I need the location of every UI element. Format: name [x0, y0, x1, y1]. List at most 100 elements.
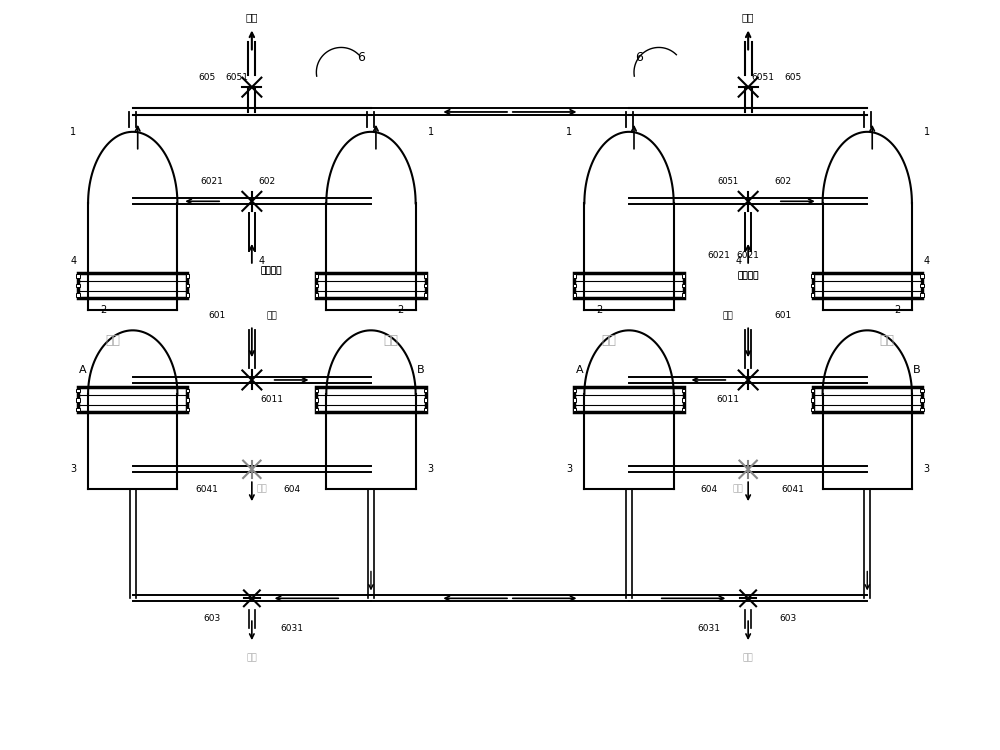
Text: 602: 602	[258, 177, 275, 186]
Bar	[315, 398, 318, 401]
Text: 4: 4	[924, 256, 930, 266]
Bar	[78, 388, 187, 412]
Text: 1: 1	[427, 127, 434, 136]
Bar	[316, 388, 426, 412]
Text: 3: 3	[566, 464, 573, 474]
Text: 4: 4	[735, 256, 741, 266]
Text: 602: 602	[774, 177, 791, 186]
Bar	[682, 284, 685, 287]
Bar	[76, 388, 80, 392]
Text: 604: 604	[283, 484, 300, 494]
Bar	[573, 407, 576, 411]
Bar	[186, 274, 189, 278]
Bar	[574, 273, 684, 298]
Text: 6031: 6031	[280, 623, 303, 632]
Text: 6051: 6051	[752, 73, 775, 82]
Text: 6051: 6051	[225, 73, 248, 82]
Text: 6021: 6021	[201, 177, 224, 186]
Bar	[682, 398, 685, 401]
Bar	[682, 293, 685, 297]
Bar	[315, 284, 318, 287]
Bar	[76, 274, 80, 278]
Bar	[813, 273, 922, 298]
Bar	[573, 398, 576, 401]
Text: 2: 2	[398, 305, 404, 316]
Bar	[682, 407, 685, 411]
Text: A: A	[576, 365, 583, 375]
Text: 产气: 产气	[733, 484, 744, 494]
Bar	[811, 274, 814, 278]
Bar	[682, 388, 685, 392]
Bar	[76, 293, 80, 297]
Text: 燃烧: 燃烧	[602, 334, 617, 346]
Bar	[682, 274, 685, 278]
Text: 烟气: 烟气	[742, 13, 754, 22]
Text: 6031: 6031	[697, 623, 720, 632]
Text: 601: 601	[208, 311, 226, 320]
Bar	[315, 274, 318, 278]
Text: 3: 3	[70, 464, 76, 474]
Text: 6051: 6051	[718, 177, 739, 186]
Bar	[186, 388, 189, 392]
Bar	[573, 274, 576, 278]
Bar	[315, 293, 318, 297]
Text: 605: 605	[784, 73, 801, 82]
Bar	[76, 398, 80, 401]
Bar	[920, 407, 924, 411]
Text: A: A	[79, 365, 87, 375]
Text: 3: 3	[924, 464, 930, 474]
Text: 1: 1	[70, 127, 76, 136]
Bar	[424, 293, 427, 297]
Text: 燃料: 燃料	[723, 311, 734, 320]
Text: 6041: 6041	[781, 484, 804, 494]
Text: 6021: 6021	[737, 251, 760, 260]
Bar	[811, 388, 814, 392]
Text: 6: 6	[635, 51, 643, 64]
Text: 4: 4	[70, 256, 76, 266]
Text: 603: 603	[204, 614, 221, 622]
Bar	[186, 398, 189, 401]
Text: 605: 605	[199, 73, 216, 82]
Text: 气化原料: 气化原料	[737, 272, 759, 280]
Bar	[76, 284, 80, 287]
Bar	[76, 407, 80, 411]
Text: 6011: 6011	[717, 395, 740, 404]
Bar	[573, 293, 576, 297]
Bar	[424, 284, 427, 287]
Text: 2: 2	[894, 305, 900, 316]
Text: 2: 2	[100, 305, 106, 316]
Text: 气化原料: 气化原料	[261, 266, 282, 275]
Text: 灰渣: 灰渣	[743, 653, 754, 662]
Bar	[186, 407, 189, 411]
Bar	[573, 388, 576, 392]
Bar	[186, 284, 189, 287]
Text: 1: 1	[566, 127, 573, 136]
Bar	[424, 407, 427, 411]
Bar	[78, 273, 187, 298]
Bar	[186, 293, 189, 297]
Text: 603: 603	[779, 614, 796, 622]
Bar	[920, 388, 924, 392]
Text: B: B	[417, 365, 424, 375]
Bar	[315, 407, 318, 411]
Text: 气化原料: 气化原料	[261, 266, 282, 275]
Bar	[920, 398, 924, 401]
Text: 燃料: 燃料	[266, 311, 277, 320]
Text: 1: 1	[924, 127, 930, 136]
Bar	[811, 284, 814, 287]
Bar	[920, 274, 924, 278]
Bar	[424, 398, 427, 401]
Text: 4: 4	[259, 256, 265, 266]
Bar	[574, 388, 684, 412]
Bar	[424, 388, 427, 392]
Text: 3: 3	[427, 464, 434, 474]
Text: 6021: 6021	[707, 251, 730, 260]
Bar	[316, 273, 426, 298]
Text: 6: 6	[357, 51, 365, 64]
Text: 气化: 气化	[105, 334, 120, 346]
Text: 燃烧: 燃烧	[383, 334, 398, 346]
Text: 604: 604	[700, 484, 717, 494]
Bar	[811, 407, 814, 411]
Text: 气化: 气化	[880, 334, 895, 346]
Bar	[424, 274, 427, 278]
